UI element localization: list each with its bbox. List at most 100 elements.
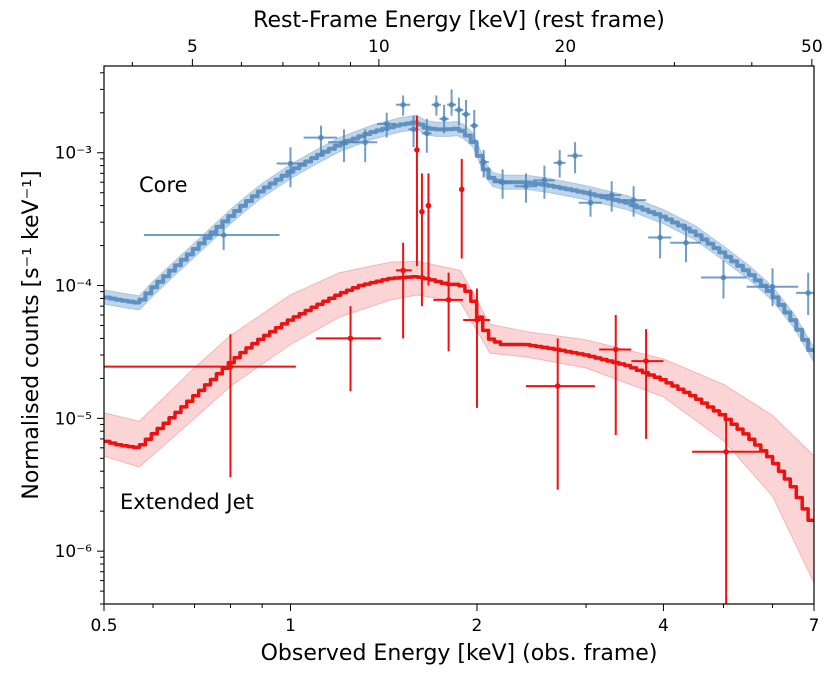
jet-point-marker bbox=[612, 346, 619, 353]
jet-series-label: Extended Jet bbox=[120, 490, 254, 514]
core-point-marker bbox=[572, 152, 578, 159]
core-point-marker bbox=[523, 183, 529, 189]
jet-point-marker bbox=[419, 208, 425, 215]
core-point-marker bbox=[769, 283, 776, 290]
core-point-marker bbox=[556, 160, 563, 166]
jet-point-marker bbox=[347, 335, 354, 342]
data-points bbox=[104, 89, 814, 604]
jet-point-marker bbox=[474, 317, 480, 323]
core-data-point bbox=[143, 224, 280, 251]
axis-tick-labels: 0.5 1 2 4 7 5 10 20 50 10⁻⁶ 10⁻⁵ 10⁻⁴ 10⁻³ bbox=[55, 37, 823, 636]
core-point-marker bbox=[456, 107, 462, 113]
x-tick-label: 0.5 bbox=[90, 616, 117, 636]
core-point-marker bbox=[410, 126, 417, 133]
x-axis-title: Observed Energy [keV] (obs. frame) bbox=[261, 641, 658, 666]
core-data-point bbox=[276, 147, 304, 188]
core-point-marker bbox=[657, 234, 663, 241]
jet-point-marker bbox=[400, 267, 406, 274]
core-data-point bbox=[648, 218, 672, 259]
core-data-point bbox=[461, 99, 471, 130]
jet-point-marker bbox=[227, 363, 234, 370]
jet-model-curve bbox=[104, 274, 814, 522]
plot-frame bbox=[103, 65, 815, 605]
core-data-point bbox=[578, 189, 602, 217]
core-data-point bbox=[601, 181, 622, 212]
jet-point-marker bbox=[458, 186, 465, 193]
jet-model-band bbox=[104, 260, 814, 583]
x-tick-label: 7 bbox=[809, 616, 820, 636]
core-data-point bbox=[454, 97, 464, 126]
jet-point-marker bbox=[414, 147, 420, 153]
core-data-point bbox=[395, 95, 411, 116]
core-data-point bbox=[352, 129, 378, 163]
x2-tick-label: 20 bbox=[555, 37, 577, 57]
core-point-marker bbox=[471, 122, 478, 129]
x2-tick-label: 50 bbox=[801, 37, 823, 57]
jet-point-marker bbox=[554, 383, 561, 389]
jet-data-point bbox=[414, 115, 420, 267]
jet-data-point bbox=[458, 158, 465, 259]
x-tick-label: 2 bbox=[472, 616, 483, 636]
core-point-marker bbox=[463, 111, 469, 118]
core-point-marker bbox=[362, 139, 368, 146]
core-point-marker bbox=[400, 101, 406, 108]
core-point-marker bbox=[608, 192, 615, 198]
core-data-point bbox=[701, 260, 747, 299]
x-tick-label: 1 bbox=[285, 616, 296, 636]
jet-data-point bbox=[463, 288, 491, 408]
core-model-curve bbox=[104, 120, 814, 352]
core-data-point bbox=[553, 149, 566, 178]
core-point-marker bbox=[480, 159, 487, 165]
core-point-marker bbox=[683, 239, 689, 246]
core-data-point bbox=[470, 109, 479, 143]
jet-data-point bbox=[316, 306, 382, 392]
core-series-label: Core bbox=[139, 173, 188, 197]
core-point-marker bbox=[433, 101, 440, 108]
jet-data-point bbox=[419, 173, 425, 307]
core-point-marker bbox=[541, 177, 548, 184]
core-data-point bbox=[670, 224, 702, 263]
core-point-marker bbox=[720, 274, 727, 281]
core-point-marker bbox=[441, 116, 447, 122]
x2-tick-label: 5 bbox=[187, 37, 198, 57]
jet-point-marker bbox=[445, 297, 452, 303]
core-data-point bbox=[746, 268, 799, 307]
core-point-marker bbox=[424, 130, 430, 137]
core-point-marker bbox=[383, 121, 390, 127]
jet-data-point bbox=[692, 412, 766, 604]
axis-ticks bbox=[97, 59, 815, 611]
y-tick-label: 10⁻⁴ bbox=[55, 277, 93, 297]
core-point-marker bbox=[499, 179, 506, 186]
core-data-point bbox=[532, 165, 555, 199]
core-data-point bbox=[567, 142, 583, 174]
jet-data-point bbox=[425, 173, 432, 286]
core-data-point bbox=[514, 173, 537, 203]
jet-data-point bbox=[631, 329, 664, 439]
model-curves bbox=[104, 120, 814, 522]
x2-tick-label: 10 bbox=[368, 37, 390, 57]
y-tick-label: 10⁻³ bbox=[55, 144, 92, 164]
core-data-point bbox=[421, 118, 432, 153]
core-data-point bbox=[621, 186, 647, 217]
x2-axis-title: Rest-Frame Energy [keV] (rest frame) bbox=[253, 8, 665, 33]
jet-data-point bbox=[433, 272, 464, 352]
core-data-point bbox=[479, 149, 489, 178]
jet-point-marker bbox=[425, 202, 432, 209]
core-point-marker bbox=[287, 160, 294, 167]
core-point-marker bbox=[341, 139, 347, 146]
core-data-point bbox=[431, 95, 442, 116]
core-point-marker bbox=[318, 134, 324, 141]
core-data-point bbox=[377, 112, 396, 138]
jet-data-point bbox=[395, 242, 412, 339]
jet-point-marker bbox=[643, 358, 649, 364]
core-point-marker bbox=[448, 101, 455, 108]
core-data-point bbox=[447, 89, 456, 116]
jet-data-point bbox=[104, 334, 296, 478]
core-data-point bbox=[796, 272, 814, 316]
core-data-point bbox=[303, 125, 338, 156]
core-point-marker bbox=[220, 232, 227, 238]
core-data-point bbox=[439, 104, 449, 134]
jet-data-point bbox=[526, 338, 595, 490]
core-point-marker bbox=[587, 199, 594, 206]
